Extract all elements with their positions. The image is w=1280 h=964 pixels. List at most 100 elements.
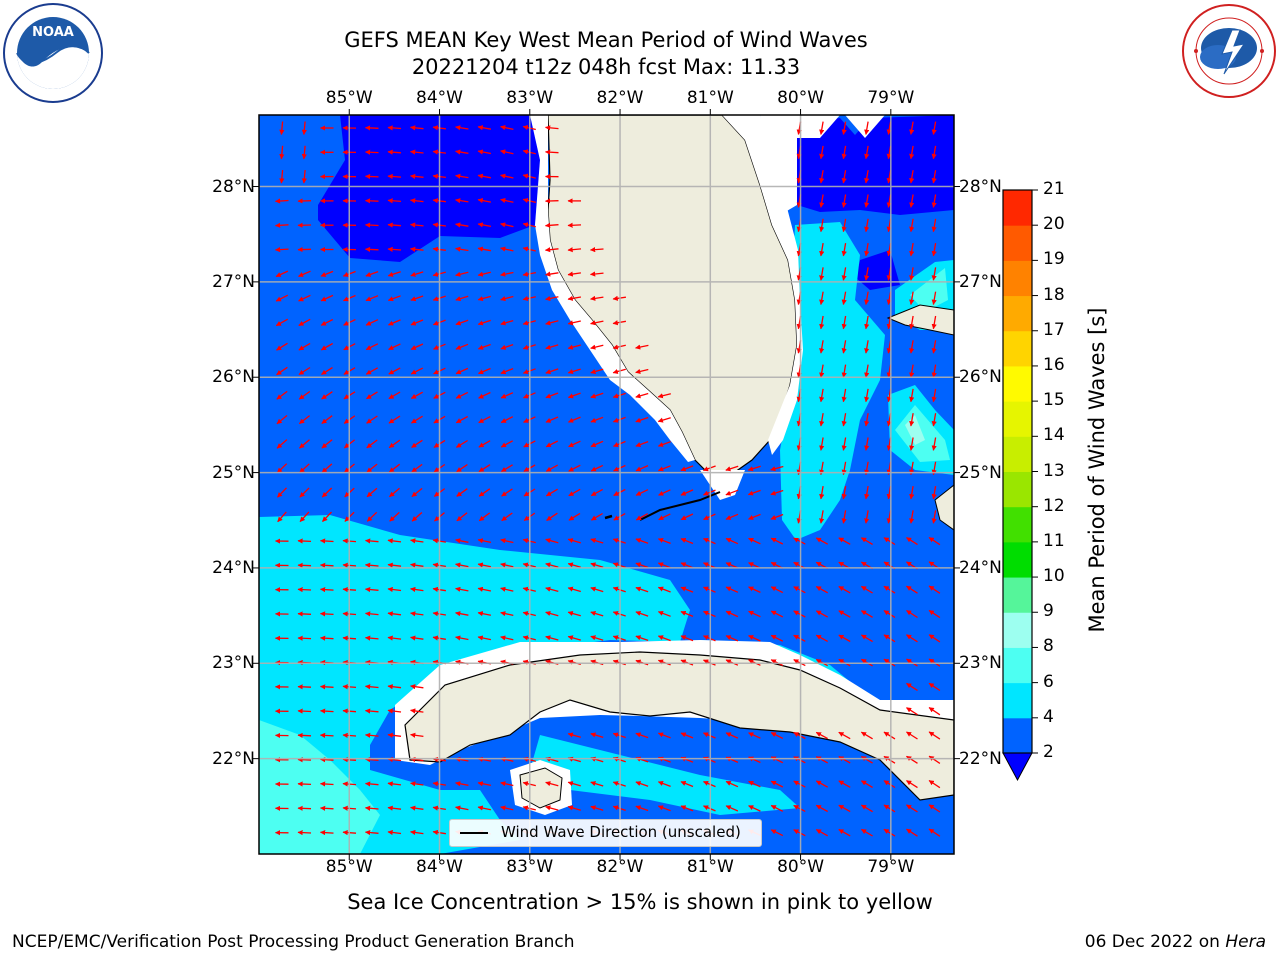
colorbar-segment: [1003, 542, 1032, 578]
footer-date: 06 Dec 2022 on Hera: [1085, 932, 1266, 952]
colorbar-tick-label: 2: [1043, 742, 1054, 762]
wind-wave-arrow: [366, 249, 379, 250]
footer-date-text: 06 Dec 2022 on: [1085, 932, 1226, 952]
wind-wave-arrow: [298, 614, 311, 615]
colorbar-tick-label: 4: [1043, 707, 1054, 727]
wind-wave-arrow: [366, 128, 379, 129]
wind-wave-arrow: [366, 152, 379, 153]
colorbar-segment: [1003, 436, 1032, 472]
wind-wave-arrow: [321, 638, 334, 639]
lat-label: 25°N: [959, 463, 1002, 483]
lat-label: 28°N: [212, 177, 255, 197]
wind-wave-arrow: [568, 225, 581, 226]
chart-title: GEFS MEAN Key West Mean Period of Wind W…: [256, 26, 956, 54]
lat-label: 22°N: [959, 749, 1002, 769]
wind-wave-arrow: [276, 249, 289, 250]
colorbar-segment: [1003, 612, 1032, 648]
lon-label: 80°W: [777, 857, 824, 877]
lon-label: 83°W: [506, 857, 553, 877]
wind-wave-arrow: [298, 735, 311, 736]
lat-label: 25°N: [212, 463, 255, 483]
wind-wave-arrow: [298, 784, 311, 785]
colorbar-tick-label: 9: [1043, 601, 1054, 621]
colorbar-segment: [1003, 296, 1032, 332]
map-legend: Wind Wave Direction (unscaled): [449, 819, 762, 847]
lat-label: 23°N: [212, 653, 255, 673]
footer-credit: NCEP/EMC/Verification Post Processing Pr…: [12, 932, 575, 952]
colorbar-tick-label: 16: [1043, 355, 1065, 375]
lat-label: 27°N: [959, 272, 1002, 292]
wind-wave-arrow: [298, 541, 311, 542]
wind-wave-arrow: [298, 711, 311, 712]
colorbar-segment: [1003, 683, 1032, 719]
wind-wave-arrow: [321, 784, 334, 785]
colorbar-segment: [1003, 577, 1032, 613]
colorbar: [1003, 190, 1038, 780]
wind-wave-arrow: [298, 687, 311, 688]
wind-wave-arrow: [298, 565, 311, 566]
colorbar-tick-label: 11: [1043, 531, 1065, 551]
wind-wave-arrow: [298, 638, 311, 639]
colorbar-segment: [1003, 225, 1032, 261]
lon-label: 79°W: [867, 857, 914, 877]
chart-subtitle: 20221204 t12z 048h fcst Max: 11.33: [256, 53, 956, 81]
colorbar-segment: [1003, 507, 1032, 543]
lon-label: 79°W: [867, 88, 914, 108]
wind-wave-arrow: [321, 735, 334, 736]
wind-wave-arrow: [321, 589, 334, 590]
colorbar-tick-label: 21: [1043, 179, 1065, 199]
wind-wave-arrow: [321, 565, 334, 566]
lat-label: 22°N: [212, 749, 255, 769]
colorbar-segment: [1003, 647, 1032, 683]
colorbar-tick-label: 20: [1043, 214, 1065, 234]
wind-wave-arrow: [298, 832, 311, 833]
lat-label: 24°N: [959, 558, 1002, 578]
lon-label: 83°W: [506, 88, 553, 108]
colorbar-tick-label: 6: [1043, 672, 1054, 692]
wind-wave-arrow: [366, 176, 379, 177]
wind-wave-arrow: [298, 589, 311, 590]
colorbar-tick-label: 15: [1043, 390, 1065, 410]
colorbar-tick-label: 13: [1043, 461, 1065, 481]
colorbar-tick-label: 8: [1043, 636, 1054, 656]
colorbar-segment: [1003, 190, 1032, 226]
noaa-logo-text: NOAA: [32, 25, 74, 40]
lat-label: 24°N: [212, 558, 255, 578]
colorbar-tick-label: 10: [1043, 566, 1065, 586]
legend-label: Wind Wave Direction (unscaled): [501, 823, 741, 841]
lat-label: 28°N: [959, 177, 1002, 197]
lat-label: 23°N: [959, 653, 1002, 673]
colorbar-tick-label: 12: [1043, 496, 1065, 516]
lon-label: 82°W: [597, 88, 644, 108]
wind-wave-arrow: [298, 808, 311, 809]
wind-wave-arrow: [321, 687, 334, 688]
colorbar-extend-under: [1003, 753, 1032, 780]
colorbar-tick-label: 17: [1043, 320, 1065, 340]
colorbar-tick-label: 18: [1043, 285, 1065, 305]
wind-wave-arrow: [321, 759, 334, 760]
lon-label: 80°W: [777, 88, 824, 108]
lon-label: 81°W: [687, 88, 734, 108]
noaa-logo: NOAA: [2, 2, 104, 104]
wind-wave-arrow: [321, 832, 334, 833]
lon-label: 84°W: [416, 857, 463, 877]
lat-label: 26°N: [212, 367, 255, 387]
wind-wave-arrow: [366, 225, 379, 226]
colorbar-segment: [1003, 260, 1032, 296]
lon-label: 84°W: [416, 88, 463, 108]
wind-wave-arrow: [298, 760, 311, 761]
wind-wave-arrow: [321, 711, 334, 712]
colorbar-title: Mean Period of Wind Waves [s]: [1085, 308, 1109, 633]
colorbar-segment: [1003, 401, 1032, 437]
wind-wave-arrow: [276, 225, 289, 226]
wind-wave-arrow: [276, 201, 289, 202]
colorbar-segment: [1003, 331, 1032, 367]
lon-label: 82°W: [597, 857, 644, 877]
lat-label: 26°N: [959, 367, 1002, 387]
footer-host: Hera: [1225, 932, 1266, 952]
colorbar-segment: [1003, 366, 1032, 402]
colorbar-segment: [1003, 718, 1032, 754]
sea-ice-note: Sea Ice Concentration > 15% is shown in …: [0, 890, 1280, 914]
colorbar-tick-label: 14: [1043, 425, 1065, 445]
lon-label: 85°W: [326, 857, 373, 877]
